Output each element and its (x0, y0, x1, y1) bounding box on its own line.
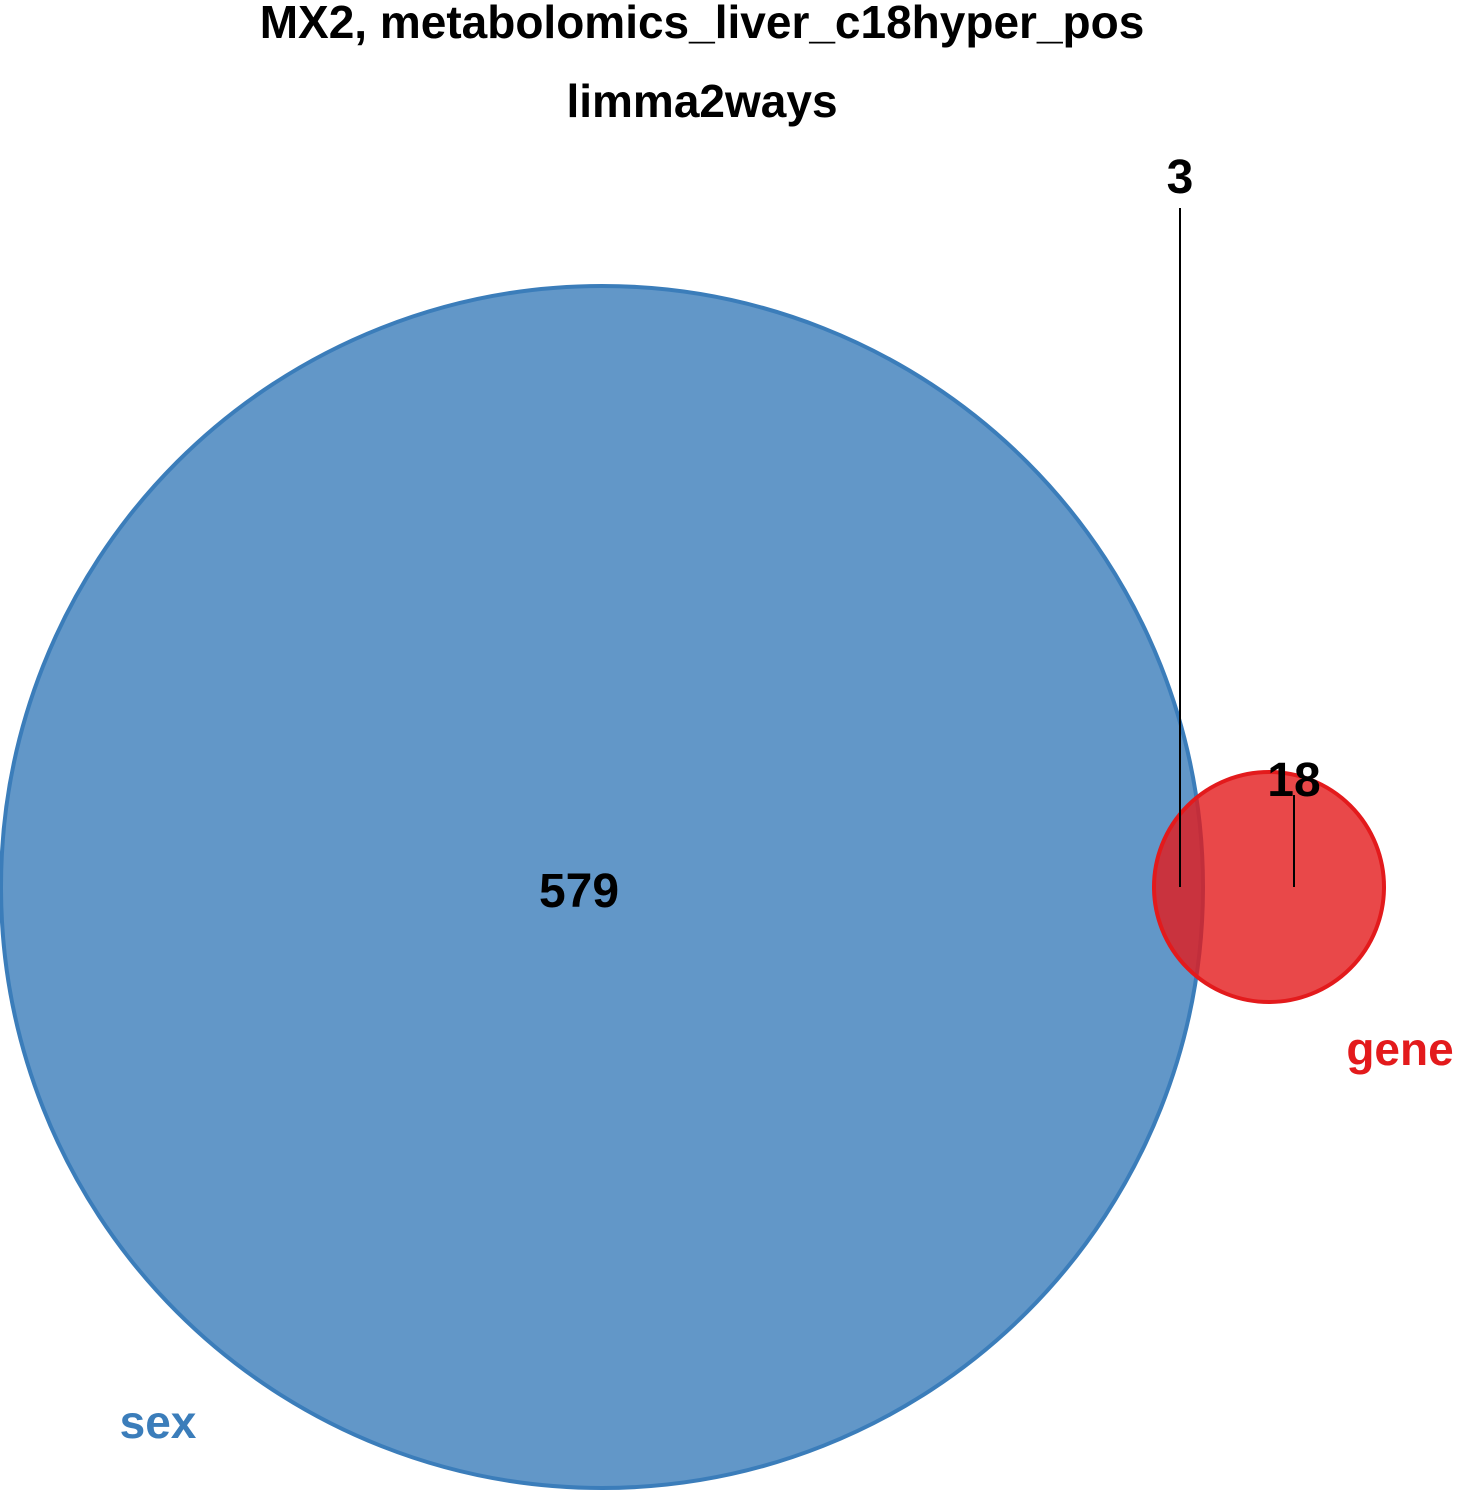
count-overlap: 3 (1167, 151, 1194, 204)
diagram-subtitle: limma2ways (566, 75, 837, 127)
set-label-sex: sex (120, 1396, 197, 1448)
diagram-title: MX2, metabolomics_liver_c18hyper_pos (260, 0, 1145, 48)
set-label-gene: gene (1346, 1023, 1453, 1075)
count-sex-only: 579 (539, 865, 619, 918)
count-gene-only: 18 (1267, 754, 1320, 807)
set-circle-gene (1152, 770, 1386, 1004)
